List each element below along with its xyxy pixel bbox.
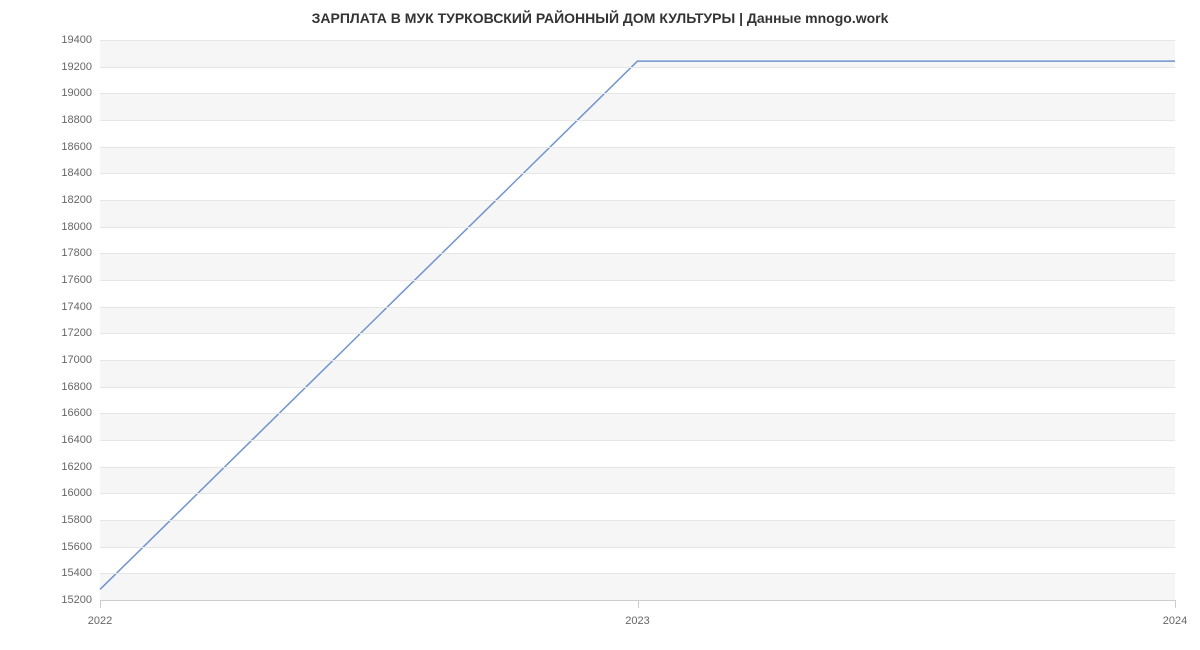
plot-area: 1520015400156001580016000162001640016600… — [100, 40, 1175, 600]
x-tick-mark — [638, 600, 639, 608]
gridline — [100, 147, 1175, 148]
gridline — [100, 227, 1175, 228]
y-tick-label: 19200 — [61, 61, 92, 73]
gridline — [100, 440, 1175, 441]
y-tick-label: 18800 — [61, 114, 92, 126]
x-tick-label: 2023 — [625, 615, 649, 627]
y-tick-label: 18200 — [61, 194, 92, 206]
y-tick-label: 17400 — [61, 301, 92, 313]
gridline — [100, 280, 1175, 281]
gridline — [100, 253, 1175, 254]
x-tick-mark — [1175, 600, 1176, 608]
x-tick-label: 2024 — [1163, 615, 1187, 627]
y-tick-label: 16800 — [61, 381, 92, 393]
gridline — [100, 120, 1175, 121]
gridline — [100, 200, 1175, 201]
line-series — [100, 40, 1175, 600]
y-tick-label: 15800 — [61, 514, 92, 526]
gridline — [100, 547, 1175, 548]
chart-title: ЗАРПЛАТА В МУК ТУРКОВСКИЙ РАЙОННЫЙ ДОМ К… — [0, 10, 1200, 26]
y-tick-label: 18600 — [61, 141, 92, 153]
y-tick-label: 16600 — [61, 407, 92, 419]
x-tick-mark — [100, 600, 101, 608]
y-tick-label: 17600 — [61, 274, 92, 286]
series-line — [100, 61, 1175, 589]
gridline — [100, 40, 1175, 41]
gridline — [100, 67, 1175, 68]
gridline — [100, 467, 1175, 468]
gridline — [100, 93, 1175, 94]
gridline — [100, 307, 1175, 308]
gridline — [100, 573, 1175, 574]
gridline — [100, 333, 1175, 334]
salary-chart: ЗАРПЛАТА В МУК ТУРКОВСКИЙ РАЙОННЫЙ ДОМ К… — [0, 0, 1200, 650]
gridline — [100, 360, 1175, 361]
y-tick-label: 15200 — [61, 594, 92, 606]
y-tick-label: 18400 — [61, 167, 92, 179]
y-tick-label: 16400 — [61, 434, 92, 446]
y-tick-label: 15400 — [61, 567, 92, 579]
gridline — [100, 173, 1175, 174]
gridline — [100, 413, 1175, 414]
gridline — [100, 387, 1175, 388]
y-tick-label: 17000 — [61, 354, 92, 366]
y-tick-label: 17200 — [61, 327, 92, 339]
y-tick-label: 18000 — [61, 221, 92, 233]
y-tick-label: 16000 — [61, 487, 92, 499]
gridline — [100, 493, 1175, 494]
y-tick-label: 19000 — [61, 87, 92, 99]
y-tick-label: 15600 — [61, 541, 92, 553]
y-tick-label: 19400 — [61, 34, 92, 46]
gridline — [100, 520, 1175, 521]
y-tick-label: 17800 — [61, 247, 92, 259]
y-tick-label: 16200 — [61, 461, 92, 473]
x-tick-label: 2022 — [88, 615, 112, 627]
